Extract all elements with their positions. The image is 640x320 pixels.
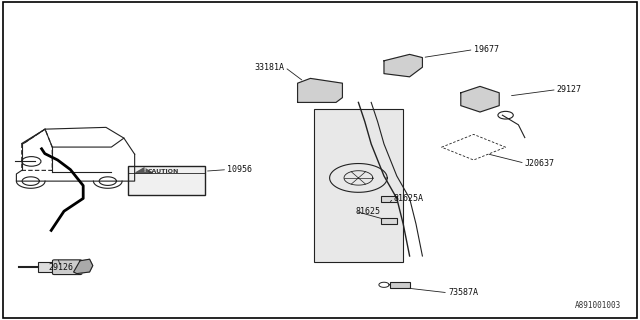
Text: 10956: 10956	[227, 165, 252, 174]
FancyBboxPatch shape	[390, 282, 410, 288]
Polygon shape	[136, 168, 152, 173]
Polygon shape	[384, 54, 422, 77]
Text: A891001003: A891001003	[575, 301, 621, 310]
FancyBboxPatch shape	[381, 196, 397, 202]
Polygon shape	[74, 259, 93, 274]
Text: 29127: 29127	[557, 85, 582, 94]
Text: J20637: J20637	[525, 159, 555, 168]
FancyBboxPatch shape	[314, 109, 403, 262]
Text: 19677: 19677	[474, 45, 499, 54]
Text: !: !	[143, 168, 145, 173]
Text: 81625: 81625	[355, 207, 380, 216]
FancyBboxPatch shape	[381, 218, 397, 224]
Polygon shape	[461, 86, 499, 112]
Text: 33181A: 33181A	[255, 63, 285, 72]
Text: 73587A: 73587A	[448, 288, 478, 297]
FancyBboxPatch shape	[52, 260, 82, 275]
Text: CAUTION: CAUTION	[147, 169, 179, 174]
Polygon shape	[298, 78, 342, 102]
FancyBboxPatch shape	[128, 166, 205, 195]
FancyBboxPatch shape	[38, 262, 54, 272]
Text: 29126: 29126	[48, 263, 74, 272]
Text: 81625A: 81625A	[394, 194, 424, 203]
